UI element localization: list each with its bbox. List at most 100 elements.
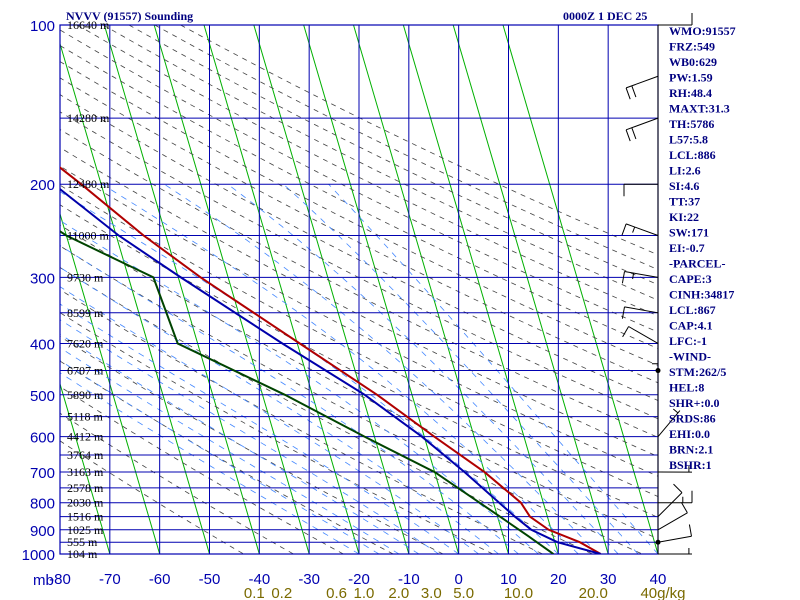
sounding-index: WMO:91557 <box>669 24 736 38</box>
moist-adiabat-line <box>60 266 499 554</box>
sounding-index: SW:171 <box>669 226 709 240</box>
moist-adiabat-line <box>60 319 439 554</box>
height-label: 5890 m <box>67 388 104 402</box>
isotherm-line <box>203 25 360 554</box>
height-label: 9730 m <box>67 270 104 284</box>
height-label: 2578 m <box>67 481 104 495</box>
isotherm-line <box>452 25 609 554</box>
height-label: 7620 m <box>67 336 104 350</box>
mixing-ratio-labels: 0.1 0.2 0.6 1.0 2.0 3.0 5.0 10.0 20.0 40g/kg <box>244 585 686 600</box>
mixing-ratio-label: 2.0 <box>388 585 409 600</box>
temperature-tick-label: 20 <box>550 571 567 588</box>
pressure-tick-label: 1000 <box>22 547 55 564</box>
pressure-tick-label: 100 <box>30 18 55 35</box>
sounding-index: FRZ:549 <box>669 40 715 54</box>
chart-time: 0000Z 1 DEC 25 <box>563 9 647 23</box>
pressure-tick-label: 400 <box>30 336 55 353</box>
wind-barb <box>622 326 659 344</box>
height-label: 6707 m <box>67 364 104 378</box>
height-labels: 16640 m 14280 m 12480 m 11000 m 9730 m 8599 m… <box>67 18 110 561</box>
isotherm-line <box>153 25 310 554</box>
mixing-ratio-label: 10.0 <box>504 585 533 600</box>
temperature-tick-label: 30 <box>600 571 617 588</box>
sounding-index: RH:48.4 <box>669 86 712 100</box>
height-label: 1025 m <box>67 523 104 537</box>
temperature-tick-label: -80 <box>49 571 71 588</box>
temperature-tick-label: 40 <box>650 571 667 588</box>
sounding-index: PW:1.59 <box>669 71 713 85</box>
moist-adiabat-line <box>60 333 420 554</box>
height-label: 5118 m <box>67 410 104 424</box>
pressure-tick-label: 700 <box>30 465 55 482</box>
sounding-index: KI:22 <box>669 210 699 224</box>
isotherm-line <box>253 25 410 554</box>
height-label: 11000 m <box>67 229 110 243</box>
sounding-index: TT:37 <box>669 195 700 209</box>
wind-barb <box>657 466 693 473</box>
pressure-axis-labels: 100 200 300 400 500 600 700 800 900 1000 mb <box>22 18 55 589</box>
sounding-index: HEL:8 <box>669 381 704 395</box>
mixing-ratio-label: 3.0 <box>421 585 442 600</box>
temperature-axis-labels: -80 -70 -60 -50 -40 -30 -20 -10 0 10 20 30 40 <box>49 571 666 588</box>
pressure-tick-label: 500 <box>30 388 55 405</box>
mixing-ratio-label: 0.1 <box>244 585 265 600</box>
wind-barb <box>625 117 659 142</box>
temperature-tick-label: -20 <box>348 571 370 588</box>
wind-barb <box>652 360 659 395</box>
wind-barb <box>658 13 693 26</box>
height-label: 12480 m <box>67 177 110 191</box>
sounding-index: LI:2.6 <box>669 164 701 178</box>
sounding-index: -PARCEL- <box>669 257 725 271</box>
wind-barb <box>623 183 659 197</box>
wind-barb <box>621 271 659 284</box>
wind-barb <box>658 548 692 555</box>
chart-title: NVVV (91557) Sounding <box>66 9 193 23</box>
isotherm-line <box>353 25 509 554</box>
wind-barb <box>657 408 681 437</box>
mixing-ratio-label: 5.0 <box>453 585 474 600</box>
sounding-index: MAXT:31.3 <box>669 102 730 116</box>
sounding-index: SI:4.6 <box>669 179 699 193</box>
sounding-index: EI:-0.7 <box>669 241 705 255</box>
sounding-index: WB0:629 <box>669 55 717 69</box>
temperature-tick-label: -70 <box>99 571 121 588</box>
temperature-tick-label: 0 <box>454 571 462 588</box>
isotherm-line <box>60 382 111 554</box>
pressure-tick-label: 300 <box>30 270 55 287</box>
isotherm-line <box>60 212 161 554</box>
sounding-index: BRN:2.1 <box>669 443 713 457</box>
sounding-index: BSHR:1 <box>669 458 712 472</box>
wind-calm-marker <box>655 368 661 374</box>
temperature-tick-label: -40 <box>248 571 270 588</box>
sounding-index: CINH:34817 <box>669 288 734 302</box>
height-label: 16640 m <box>67 18 110 32</box>
moist-adiabat-line <box>60 360 380 554</box>
wind-barb <box>621 223 659 236</box>
sounding-index: -WIND- <box>669 350 711 364</box>
isotherm-line <box>402 25 559 554</box>
mixing-ratio-label: 1.0 <box>354 585 375 600</box>
height-label: 8599 m <box>67 306 104 320</box>
pressure-tick-label: 600 <box>30 430 55 447</box>
wind-barb <box>621 306 659 319</box>
wind-barbs <box>621 13 693 555</box>
wind-barb <box>625 75 659 100</box>
sounding-index: EHI:0.0 <box>669 427 710 441</box>
height-label: 1516 m <box>67 510 104 524</box>
height-label: 2030 m <box>67 496 104 510</box>
wind-calm-marker <box>655 539 661 545</box>
height-label: 555 m <box>67 535 98 549</box>
mixing-ratio-label: 0.6 <box>326 585 347 600</box>
sounding-index: CAP:4.1 <box>669 319 713 333</box>
series-dewpoint-line <box>60 230 554 554</box>
sounding-index: SRDS:86 <box>669 412 716 426</box>
isotherm-line <box>502 25 658 554</box>
pressure-unit-label: mb <box>33 572 54 589</box>
height-label: 3163 m <box>67 465 104 479</box>
series-parcel-line <box>60 187 601 554</box>
sounding-index: LCL:886 <box>669 148 716 162</box>
height-label: 104 m <box>67 547 98 561</box>
